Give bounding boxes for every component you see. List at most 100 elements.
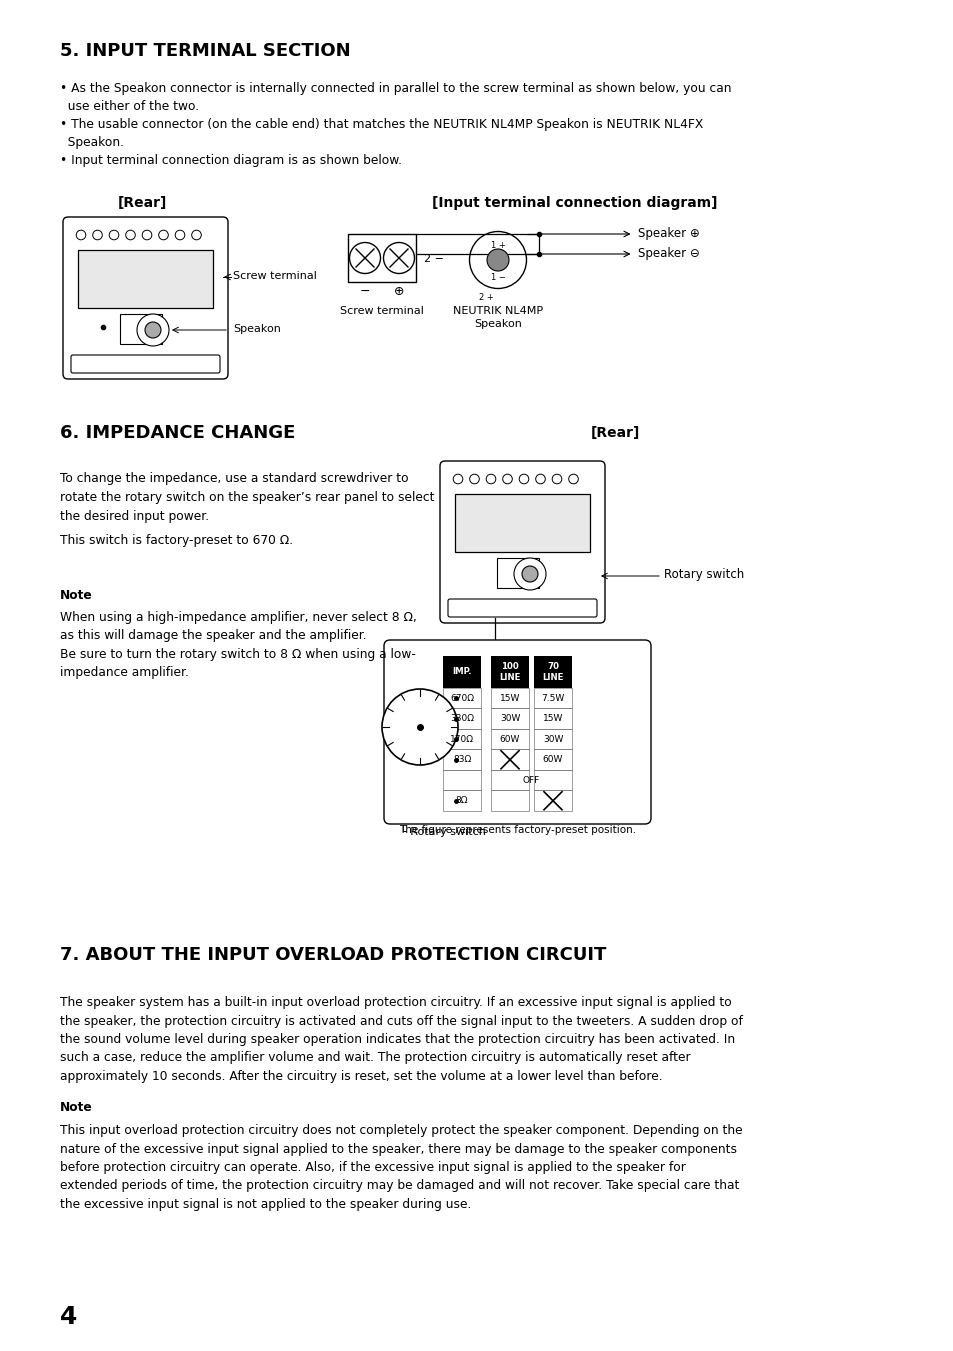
Text: Speaker ⊖: Speaker ⊖ [637, 247, 699, 261]
Circle shape [192, 357, 201, 366]
Circle shape [142, 230, 152, 239]
Text: 170Ω: 170Ω [450, 735, 474, 744]
Text: 83Ω: 83Ω [453, 755, 471, 765]
Text: Speaker ⊕: Speaker ⊕ [637, 227, 699, 240]
Text: Rotary switch: Rotary switch [663, 569, 743, 581]
Text: Screw terminal: Screw terminal [233, 272, 316, 281]
Circle shape [126, 230, 135, 239]
Circle shape [142, 357, 152, 366]
Text: ⊕: ⊕ [394, 285, 404, 299]
Circle shape [175, 357, 185, 366]
Circle shape [552, 600, 561, 609]
Circle shape [92, 357, 102, 366]
Circle shape [502, 600, 512, 609]
Circle shape [109, 357, 119, 366]
Text: −: − [359, 285, 370, 299]
Circle shape [502, 474, 512, 484]
Circle shape [518, 474, 528, 484]
Text: • The usable connector (on the cable end) that matches the NEUTRIK NL4MP Speakon: • The usable connector (on the cable end… [60, 118, 702, 149]
Circle shape [453, 600, 462, 609]
Text: To change the impedance, use a standard screwdriver to
rotate the rotary switch : To change the impedance, use a standard … [60, 471, 434, 523]
Text: The speaker system has a built-in input overload protection circuitry. If an exc: The speaker system has a built-in input … [60, 996, 742, 1084]
Text: Note: Note [60, 1101, 92, 1115]
FancyBboxPatch shape [63, 218, 228, 380]
Text: 2 +: 2 + [478, 293, 493, 301]
FancyBboxPatch shape [78, 250, 213, 308]
Circle shape [536, 474, 545, 484]
Text: • As the Speakon connector is internally connected in parallel to the screw term: • As the Speakon connector is internally… [60, 82, 731, 113]
FancyBboxPatch shape [497, 558, 538, 588]
Text: 70
LINE: 70 LINE [541, 662, 563, 681]
FancyBboxPatch shape [120, 313, 162, 345]
FancyBboxPatch shape [534, 657, 572, 688]
Circle shape [514, 558, 545, 590]
Text: IMP.: IMP. [452, 667, 472, 677]
FancyBboxPatch shape [71, 355, 220, 373]
Circle shape [145, 322, 161, 338]
Text: [Rear]: [Rear] [590, 426, 639, 440]
Circle shape [568, 600, 578, 609]
Circle shape [568, 474, 578, 484]
Circle shape [469, 600, 478, 609]
Text: 7. ABOUT THE INPUT OVERLOAD PROTECTION CIRCUIT: 7. ABOUT THE INPUT OVERLOAD PROTECTION C… [60, 946, 606, 965]
Text: 4: 4 [60, 1305, 77, 1329]
Text: This input overload protection circuitry does not completely protect the speaker: This input overload protection circuitry… [60, 1124, 741, 1210]
Text: [Input terminal connection diagram]: [Input terminal connection diagram] [432, 196, 717, 209]
Text: 670Ω: 670Ω [450, 694, 474, 703]
Circle shape [158, 357, 168, 366]
Text: 330Ω: 330Ω [450, 715, 474, 723]
Circle shape [109, 230, 119, 239]
Text: The figure represents factory-preset position.: The figure represents factory-preset pos… [398, 825, 636, 835]
Circle shape [486, 249, 509, 272]
Circle shape [158, 230, 168, 239]
Circle shape [469, 231, 526, 289]
Circle shape [521, 566, 537, 582]
Circle shape [453, 474, 462, 484]
Text: 100
LINE: 100 LINE [498, 662, 520, 681]
Text: 30W: 30W [542, 735, 562, 744]
Text: When using a high-impedance amplifier, never select 8 Ω,
as this will damage the: When using a high-impedance amplifier, n… [60, 611, 416, 680]
Text: 30W: 30W [499, 715, 519, 723]
Text: This switch is factory-preset to 670 Ω.: This switch is factory-preset to 670 Ω. [60, 534, 293, 547]
Circle shape [137, 313, 169, 346]
Text: └ Rotary switch: └ Rotary switch [399, 825, 485, 838]
Text: [Rear]: [Rear] [117, 196, 167, 209]
Circle shape [76, 357, 86, 366]
FancyBboxPatch shape [491, 657, 529, 688]
Circle shape [486, 474, 496, 484]
Text: 1 −: 1 − [490, 273, 505, 281]
Circle shape [552, 474, 561, 484]
Circle shape [381, 689, 457, 765]
Circle shape [76, 230, 86, 239]
Text: 15W: 15W [499, 694, 519, 703]
Circle shape [469, 474, 478, 484]
Circle shape [518, 600, 528, 609]
Text: Screw terminal: Screw terminal [339, 305, 423, 316]
Circle shape [536, 600, 545, 609]
Text: 1 +: 1 + [490, 240, 505, 250]
Circle shape [349, 242, 380, 273]
Text: Note: Note [60, 589, 92, 603]
Circle shape [126, 357, 135, 366]
Text: 2 −: 2 − [423, 254, 443, 263]
FancyBboxPatch shape [455, 494, 589, 553]
Text: 8Ω: 8Ω [456, 796, 468, 805]
Text: • Input terminal connection diagram is as shown below.: • Input terminal connection diagram is a… [60, 154, 401, 168]
Text: 15W: 15W [542, 715, 562, 723]
Circle shape [175, 230, 185, 239]
FancyBboxPatch shape [384, 640, 650, 824]
Text: 60W: 60W [499, 735, 519, 744]
Text: 7.5W: 7.5W [540, 694, 564, 703]
Circle shape [192, 230, 201, 239]
FancyBboxPatch shape [442, 657, 480, 688]
Text: 6. IMPEDANCE CHANGE: 6. IMPEDANCE CHANGE [60, 424, 295, 442]
FancyBboxPatch shape [439, 461, 604, 623]
Text: 5. INPUT TERMINAL SECTION: 5. INPUT TERMINAL SECTION [60, 42, 351, 59]
FancyBboxPatch shape [348, 234, 416, 282]
Text: OFF: OFF [522, 775, 539, 785]
Text: NEUTRIK NL4MP
Speakon: NEUTRIK NL4MP Speakon [453, 305, 542, 330]
Text: 60W: 60W [542, 755, 562, 765]
Circle shape [486, 600, 496, 609]
Text: Speakon: Speakon [233, 324, 280, 334]
Circle shape [383, 242, 414, 273]
